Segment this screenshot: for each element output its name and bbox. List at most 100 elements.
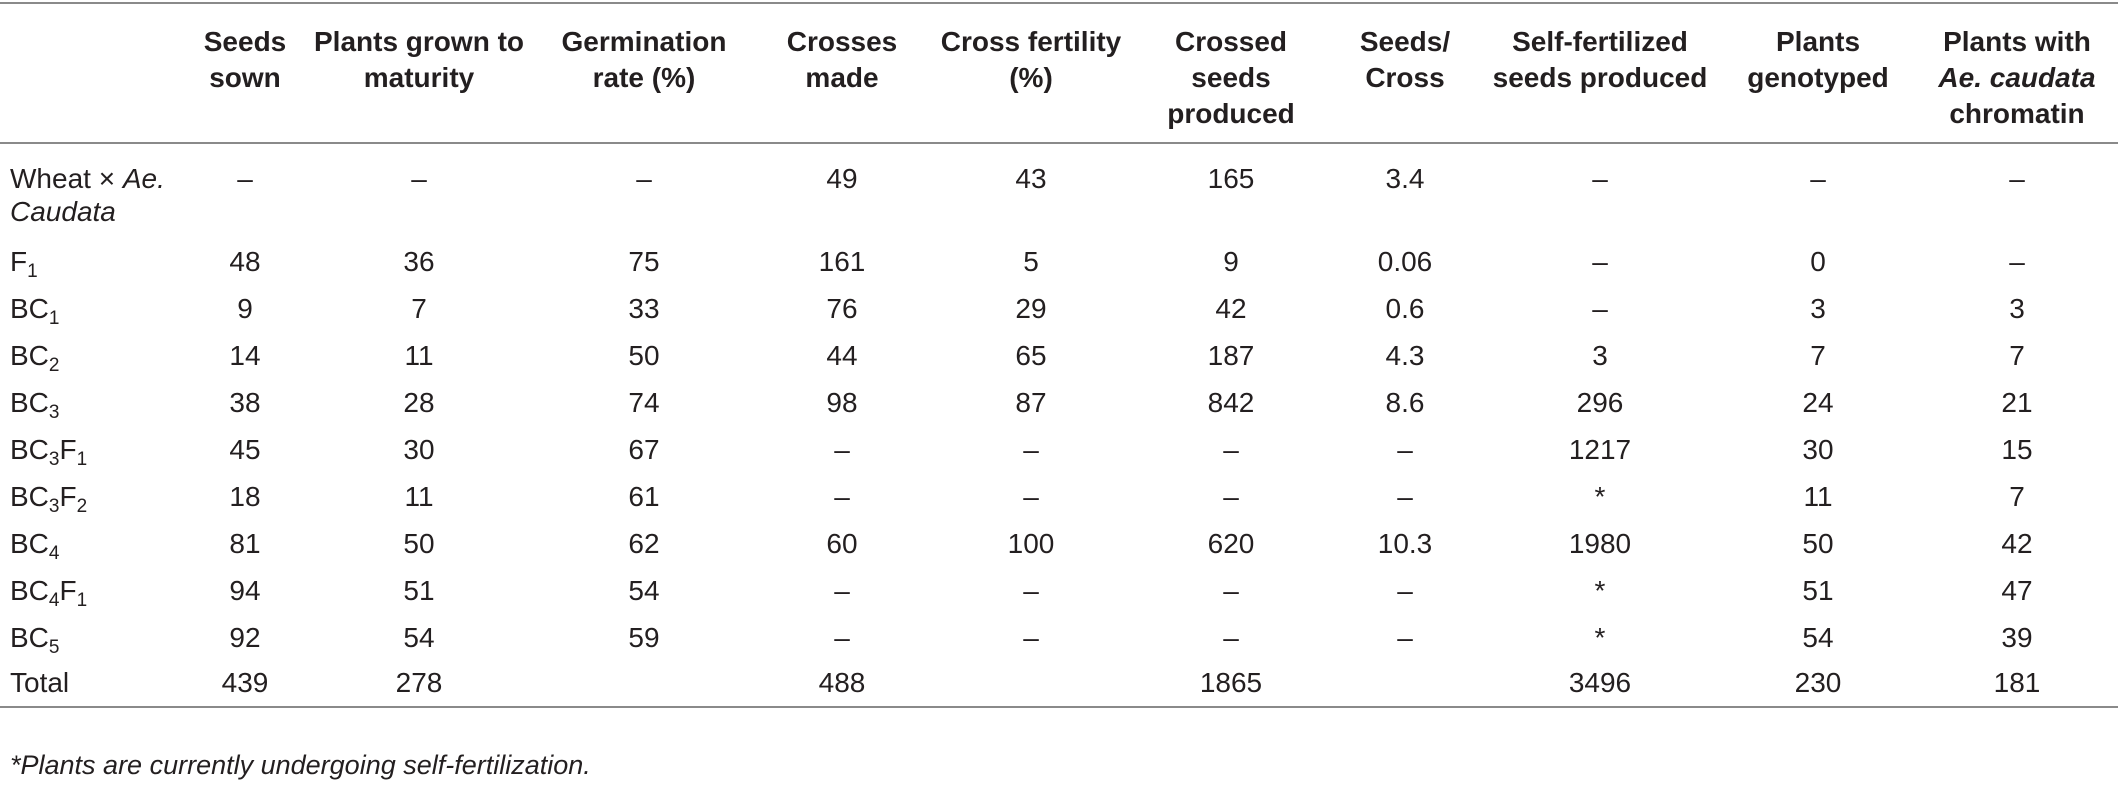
row-label: BC3 bbox=[0, 378, 186, 425]
table-cell: 3 bbox=[2009, 293, 2025, 324]
header-cell-empty bbox=[0, 3, 186, 143]
row-label-subscript: 1 bbox=[48, 308, 60, 329]
table-cell: 49 bbox=[826, 163, 858, 194]
table-cell: 439 bbox=[221, 667, 269, 698]
table-cell: 36 bbox=[403, 246, 435, 277]
table-cell: * bbox=[1594, 481, 1606, 512]
table-row: F1 48 36 75 161 5 9 0.06 – 0 – bbox=[0, 237, 2118, 284]
header-self-fertilized: Self-fertilized seeds produced bbox=[1492, 26, 1708, 93]
row-label-subscript: 2 bbox=[48, 355, 60, 376]
table-cell: 10.3 bbox=[1377, 528, 1433, 559]
table-cell: 842 bbox=[1207, 387, 1255, 418]
row-label-text: BC bbox=[10, 434, 49, 465]
row-label-subscript: 4 bbox=[48, 543, 60, 564]
table-cell: 18 bbox=[229, 481, 261, 512]
header-plants-grown: Plants grown to maturity bbox=[314, 26, 524, 93]
table-cell: 29 bbox=[1015, 293, 1047, 324]
row-label-text: BC bbox=[10, 387, 49, 418]
table-cell: – bbox=[636, 163, 652, 194]
header-chromatin-pre: Plants with bbox=[1943, 26, 2091, 57]
footnote: *Plants are currently undergoing self-fe… bbox=[10, 750, 591, 780]
table-cell: – bbox=[1810, 163, 1826, 194]
row-label: BC5 bbox=[0, 613, 186, 660]
table-cell: 3496 bbox=[1568, 667, 1632, 698]
table-cell: 87 bbox=[1015, 387, 1047, 418]
table-cell: 42 bbox=[2001, 528, 2033, 559]
table-cell: – bbox=[834, 622, 850, 653]
header-seeds-sown: Seeds sown bbox=[203, 26, 287, 93]
row-label: BC3F1 bbox=[0, 425, 186, 472]
table-cell: 7 bbox=[2009, 340, 2025, 371]
table-cell: 51 bbox=[403, 575, 435, 606]
table-cell: 11 bbox=[1803, 481, 1833, 512]
table-row: Total 439 278 488 1865 3496 230 181 bbox=[0, 660, 2118, 707]
table-cell: 230 bbox=[1794, 667, 1842, 698]
table-row: BC3F1 45 30 67 – – – – 1217 30 15 bbox=[0, 425, 2118, 472]
row-label: BC3F2 bbox=[0, 472, 186, 519]
table-cell: – bbox=[1023, 481, 1039, 512]
row-label-subscript-2: 1 bbox=[76, 590, 88, 611]
table-cell: – bbox=[1397, 622, 1413, 653]
row-label-subscript: 1 bbox=[27, 261, 38, 282]
table-cell: 92 bbox=[229, 622, 261, 653]
row-label-subscript-2: 1 bbox=[76, 449, 88, 470]
row-label-subscript-2: 2 bbox=[76, 496, 88, 517]
row-label: BC2 bbox=[0, 331, 186, 378]
row-label-species: Ae. bbox=[122, 163, 165, 194]
table-row: BC4 81 50 62 60 100 620 10.3 1980 50 42 bbox=[0, 519, 2118, 566]
row-label: BC4 bbox=[0, 519, 186, 566]
table-cell: 50 bbox=[1802, 528, 1834, 559]
table-body: Wheat × Ae. Caudata – – –49 43 165 3.4– – – F1 48 36… bbox=[0, 143, 2118, 707]
table-cell: 62 bbox=[628, 528, 660, 559]
table-cell bbox=[930, 660, 1132, 707]
header-seeds-per-cross: Seeds/ Cross bbox=[1330, 3, 1480, 143]
table-cell: – bbox=[1023, 434, 1039, 465]
header-chromatin-species: Ae. caudata bbox=[1938, 62, 2096, 93]
table-cell: 4.3 bbox=[1385, 340, 1425, 371]
row-label: Wheat × Ae. Caudata bbox=[0, 143, 186, 237]
table-cell: 94 bbox=[229, 575, 261, 606]
table-cell: 61 bbox=[628, 481, 660, 512]
header-chromatin-post: chromatin bbox=[1949, 98, 2085, 129]
table-cell: 7 bbox=[2009, 481, 2025, 512]
table-cell: 47 bbox=[2001, 575, 2033, 606]
table-cell: – bbox=[1023, 622, 1039, 653]
table-cell: – bbox=[2009, 163, 2025, 194]
table-cell: 7 bbox=[1810, 340, 1826, 371]
table-cell: – bbox=[1223, 434, 1239, 465]
table-row: Wheat × Ae. Caudata – – – 49 43 165 3.4 – – – bbox=[0, 143, 2118, 237]
table-cell: 165 bbox=[1207, 163, 1255, 194]
table-cell: 30 bbox=[403, 434, 435, 465]
table-cell: 187 bbox=[1207, 340, 1255, 371]
table-cell: 1980 bbox=[1568, 528, 1632, 559]
row-label-generation: F bbox=[59, 481, 77, 512]
row-label: BC1 bbox=[0, 284, 186, 331]
table-cell: 5 bbox=[1023, 246, 1039, 277]
table-cell: 620 bbox=[1207, 528, 1255, 559]
table-cell: – bbox=[1397, 575, 1413, 606]
table-cell: – bbox=[834, 575, 850, 606]
table-cell: 3 bbox=[1810, 293, 1826, 324]
row-label-text: F bbox=[10, 246, 28, 277]
table-cell: 8.6 bbox=[1385, 387, 1425, 418]
row-label: Total bbox=[0, 660, 186, 707]
table-cell: 33 bbox=[628, 293, 660, 324]
table-cell: 9 bbox=[1223, 246, 1239, 277]
row-label-subscript: 3 bbox=[48, 449, 60, 470]
table-cell: 74 bbox=[628, 387, 660, 418]
header-germination-rate: Germination rate (%) bbox=[561, 26, 727, 93]
table-cell: 39 bbox=[2001, 622, 2033, 653]
table-cell: 0 bbox=[1810, 246, 1826, 277]
table-cell: 30 bbox=[1802, 434, 1834, 465]
table-cell: 15 bbox=[2001, 434, 2033, 465]
row-label-subscript: 4 bbox=[48, 590, 60, 611]
header-plants-genotyped: Plants genotyped bbox=[1747, 26, 1889, 93]
table-cell: 278 bbox=[395, 667, 443, 698]
table-cell: – bbox=[1592, 293, 1608, 324]
row-label: BC4F1 bbox=[0, 566, 186, 613]
table-cell: 75 bbox=[628, 246, 660, 277]
table-cell: – bbox=[1397, 481, 1413, 512]
table-cell: 43 bbox=[1015, 163, 1047, 194]
table-cell: 50 bbox=[628, 340, 660, 371]
row-label-text: BC bbox=[10, 622, 49, 653]
